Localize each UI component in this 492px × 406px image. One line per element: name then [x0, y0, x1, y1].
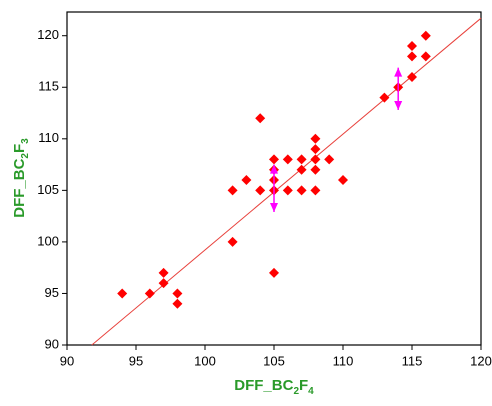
data-point	[296, 154, 307, 165]
data-point	[144, 288, 155, 299]
data-point	[407, 51, 417, 62]
data-point	[310, 133, 321, 144]
arrow-head	[270, 164, 278, 174]
axis-label-part: 4	[308, 386, 314, 397]
arrow-head	[394, 100, 403, 110]
data-point	[379, 92, 390, 103]
data-point	[407, 71, 417, 82]
data-point	[227, 236, 238, 247]
data-point	[172, 298, 183, 309]
y-tick-label: 90	[45, 336, 59, 351]
data-point	[407, 41, 417, 52]
data-point	[296, 164, 307, 175]
data-point	[227, 185, 238, 196]
y-tick-label: 100	[37, 233, 59, 248]
data-point	[310, 164, 321, 175]
x-tick-label: 95	[129, 353, 143, 368]
data-point	[310, 144, 321, 155]
axis-label-part: F	[11, 144, 28, 153]
data-point	[158, 267, 169, 278]
data-point	[255, 113, 266, 124]
data-point	[255, 185, 266, 196]
data-point	[420, 51, 431, 62]
data-point	[420, 30, 431, 41]
data-point	[296, 185, 307, 196]
x-tick-label: 110	[333, 353, 354, 368]
y-tick-label: 105	[37, 182, 59, 197]
axis-label-part: F	[299, 377, 308, 394]
x-tick-label: 115	[402, 353, 423, 368]
x-axis-label: DFF_BC2F4	[234, 377, 314, 397]
data-point	[117, 288, 128, 299]
y-tick-label: 95	[45, 285, 59, 300]
data-point	[241, 175, 252, 186]
y-tick-label: 120	[37, 27, 59, 42]
y-axis-label: DFF_BC2F3	[11, 138, 31, 218]
data-point	[310, 185, 321, 196]
axis-label-part: DFF_BC	[234, 377, 293, 394]
fit-line	[91, 17, 482, 346]
data-point	[324, 154, 335, 165]
data-point	[310, 154, 321, 165]
axis-label-part: DFF_BC	[11, 158, 28, 217]
data-point	[338, 175, 348, 186]
data-point	[158, 278, 169, 289]
axis-label-part: 2	[20, 153, 31, 159]
data-point	[269, 154, 279, 165]
x-tick-label: 100	[194, 353, 216, 368]
axis-label-part: 3	[20, 138, 31, 144]
y-tick-label: 110	[38, 130, 59, 145]
y-tick-label: 115	[38, 79, 59, 94]
x-tick-label: 120	[470, 353, 492, 368]
x-tick-label: 105	[263, 353, 285, 368]
data-point	[282, 154, 293, 165]
arrow-head	[394, 67, 403, 77]
data-point	[282, 185, 293, 196]
x-tick-label: 90	[60, 353, 74, 368]
data-point	[269, 267, 279, 278]
axis-label-part: 2	[293, 386, 299, 397]
data-point	[172, 288, 183, 299]
arrow-head	[270, 203, 278, 213]
